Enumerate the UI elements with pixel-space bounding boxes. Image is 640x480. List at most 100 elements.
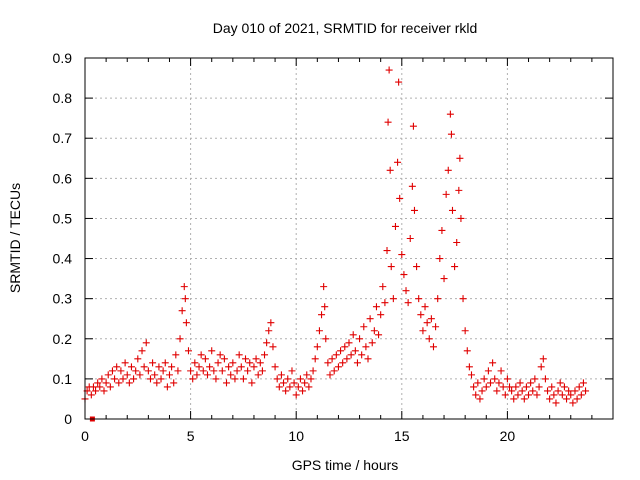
data-point: [457, 214, 465, 222]
data-point: [377, 311, 385, 319]
data-point: [384, 118, 392, 126]
data-point: [225, 363, 233, 371]
data-point: [96, 383, 104, 391]
data-point: [330, 367, 338, 375]
data-point: [508, 387, 516, 395]
data-point: [480, 375, 488, 383]
data-point: [353, 359, 361, 367]
data-point: [227, 371, 235, 379]
y-tick-label: 0.1: [53, 371, 73, 387]
data-point: [172, 351, 180, 359]
data-point: [453, 239, 461, 247]
data-point: [425, 335, 433, 343]
data-point: [408, 182, 416, 190]
data-point: [467, 371, 475, 379]
data-point: [159, 367, 167, 375]
data-point: [560, 383, 568, 391]
data-point: [256, 359, 264, 367]
data-point: [482, 383, 490, 391]
data-point: [117, 367, 125, 375]
data-point: [220, 355, 228, 363]
data-point: [550, 391, 558, 399]
x-tick-label: 15: [394, 428, 410, 444]
data-point: [315, 327, 323, 335]
data-point: [386, 166, 394, 174]
data-point: [258, 367, 266, 375]
data-point: [459, 295, 467, 303]
data-point: [440, 275, 448, 283]
data-point: [119, 375, 127, 383]
data-point: [527, 379, 535, 387]
axes: 0 0.1 0.2 0.3 0.4 0.5 0.6 0.7 0.8 0.9 0 5 10 15 20: [53, 50, 613, 444]
data-point: [130, 375, 138, 383]
data-point: [305, 383, 313, 391]
data-point: [263, 339, 271, 347]
data-point: [313, 343, 321, 351]
data-point: [277, 371, 285, 379]
data-point: [438, 226, 446, 234]
data-point: [417, 311, 425, 319]
data-point: [489, 359, 497, 367]
data-point: [214, 359, 222, 367]
data-point: [92, 387, 100, 395]
data-point: [577, 391, 585, 399]
data-point: [456, 154, 464, 162]
data-point: [265, 327, 273, 335]
data-point: [406, 235, 414, 242]
data-point: [389, 295, 397, 303]
x-tick-label: 5: [187, 428, 195, 444]
data-point: [161, 359, 169, 367]
data-point: [320, 283, 328, 291]
data-point: [87, 391, 95, 399]
data-point: [89, 383, 97, 391]
y-tick-label: 0.6: [53, 170, 73, 186]
y-tick-label: 0.5: [53, 210, 73, 226]
data-point: [358, 351, 366, 359]
data-point: [415, 295, 423, 303]
data-point: [343, 355, 351, 363]
data-point: [558, 391, 566, 399]
x-tick-label: 20: [500, 428, 516, 444]
data-point: [132, 367, 140, 375]
data-point: [544, 387, 552, 395]
data-point: [151, 371, 159, 379]
y-tick-label: 0.4: [53, 251, 73, 267]
data-point: [248, 379, 256, 387]
data-point: [499, 383, 507, 391]
data-point: [493, 387, 501, 395]
data-point: [138, 347, 146, 355]
data-point: [351, 347, 359, 355]
data-point: [332, 351, 340, 359]
data-point: [144, 367, 152, 375]
data-point: [529, 387, 537, 395]
data-point: [275, 383, 283, 391]
data-point: [541, 375, 549, 383]
data-point: [210, 367, 218, 375]
data-point: [125, 379, 133, 387]
data-point: [212, 375, 220, 383]
data-point: [292, 391, 300, 399]
data-point: [501, 391, 509, 399]
data-point: [326, 371, 334, 379]
data-point: [142, 339, 150, 347]
data-point: [231, 375, 239, 383]
data-point: [178, 307, 186, 315]
data-point: [168, 363, 176, 371]
data-point: [237, 363, 245, 371]
data-point: [199, 367, 207, 375]
data-point: [153, 379, 161, 387]
data-point: [339, 359, 347, 367]
data-point: [436, 255, 444, 263]
data-point: [487, 379, 495, 387]
data-point: [98, 375, 106, 383]
data-point: [548, 383, 556, 391]
data-point: [273, 375, 281, 383]
data-point: [385, 66, 393, 74]
data-point: [347, 351, 355, 359]
data-point: [242, 355, 250, 363]
data-point: [446, 110, 454, 118]
data-point: [203, 371, 211, 379]
data-point: [506, 383, 514, 391]
y-axis-label: SRMTID / TECUs: [7, 183, 23, 293]
data-point: [127, 363, 135, 371]
